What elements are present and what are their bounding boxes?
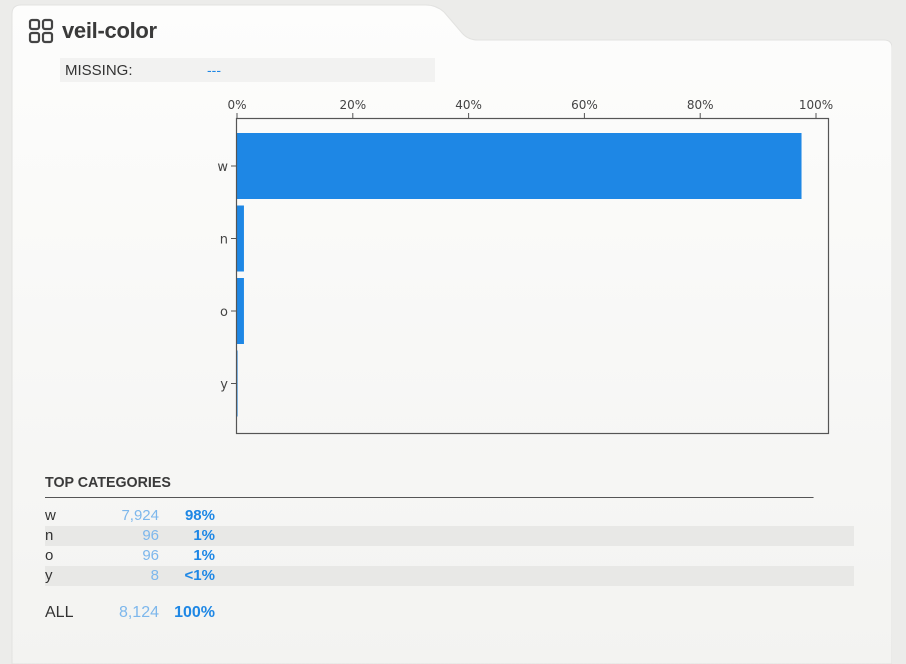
category-count: 7,924 <box>121 507 159 524</box>
category-name: o <box>45 547 54 564</box>
missing-row: MISSING: --- <box>60 58 435 82</box>
grid-icon <box>28 18 54 44</box>
card-header: veil-color <box>28 16 157 46</box>
category-count: 96 <box>107 526 159 546</box>
bar-o <box>237 278 244 344</box>
bar-chart: 0% 20% 40% 60% 80% 100% w n o y <box>217 98 833 435</box>
top-categories-title: TOP CATEGORIES <box>45 474 814 498</box>
y-axis-categories: w n o y <box>217 160 237 393</box>
category-name: n <box>45 526 107 546</box>
x-axis-ticks: 0% 20% 40% 60% 80% 100% <box>227 98 833 118</box>
y-category-label: y <box>220 378 228 393</box>
x-tick-label: 40% <box>455 98 482 112</box>
plot-frame <box>235 117 830 435</box>
category-name: y <box>45 566 107 586</box>
y-category-label: o <box>220 305 228 320</box>
category-percent: 1% <box>159 526 215 546</box>
table-row: y 8 <1% <box>45 566 854 586</box>
missing-value: --- <box>207 62 221 78</box>
bar-n <box>237 205 244 272</box>
all-count: 8,124 <box>118 604 159 621</box>
x-tick-label: 0% <box>227 98 246 112</box>
table-row: n 96 1% <box>45 526 854 546</box>
category-name: w <box>45 507 56 524</box>
category-count: 8 <box>107 566 159 586</box>
missing-label: MISSING: <box>65 61 133 79</box>
category-count: 96 <box>142 547 159 564</box>
bars <box>237 133 802 417</box>
all-label: ALL <box>45 604 74 621</box>
all-total-row: ALL 8,124 100% <box>45 602 215 624</box>
bar-w <box>237 133 802 199</box>
category-percent: 1% <box>193 547 215 564</box>
table-row: w 7,924 98% <box>45 506 854 526</box>
x-tick-label: 80% <box>687 98 714 112</box>
variable-card: veil-color MISSING: --- 0% 20% 40% 60% 80% 10… <box>8 0 892 664</box>
top-categories-section: TOP CATEGORIES w 7,924 98% n 96 1% o 96 <box>45 474 854 624</box>
table-row: o 96 1% <box>45 546 854 566</box>
y-category-label: n <box>220 233 228 248</box>
variable-title: veil-color <box>62 18 157 43</box>
x-tick-label: 60% <box>571 98 598 112</box>
y-category-label: w <box>217 160 228 175</box>
top-categories-table: w 7,924 98% n 96 1% o 96 1% <box>45 506 854 586</box>
all-percent: 100% <box>174 604 215 621</box>
x-tick-label: 100% <box>799 98 833 112</box>
category-percent: 98% <box>184 507 215 524</box>
bar-y <box>237 350 238 417</box>
category-percent: <1% <box>159 566 215 586</box>
x-tick-label: 20% <box>339 98 366 112</box>
